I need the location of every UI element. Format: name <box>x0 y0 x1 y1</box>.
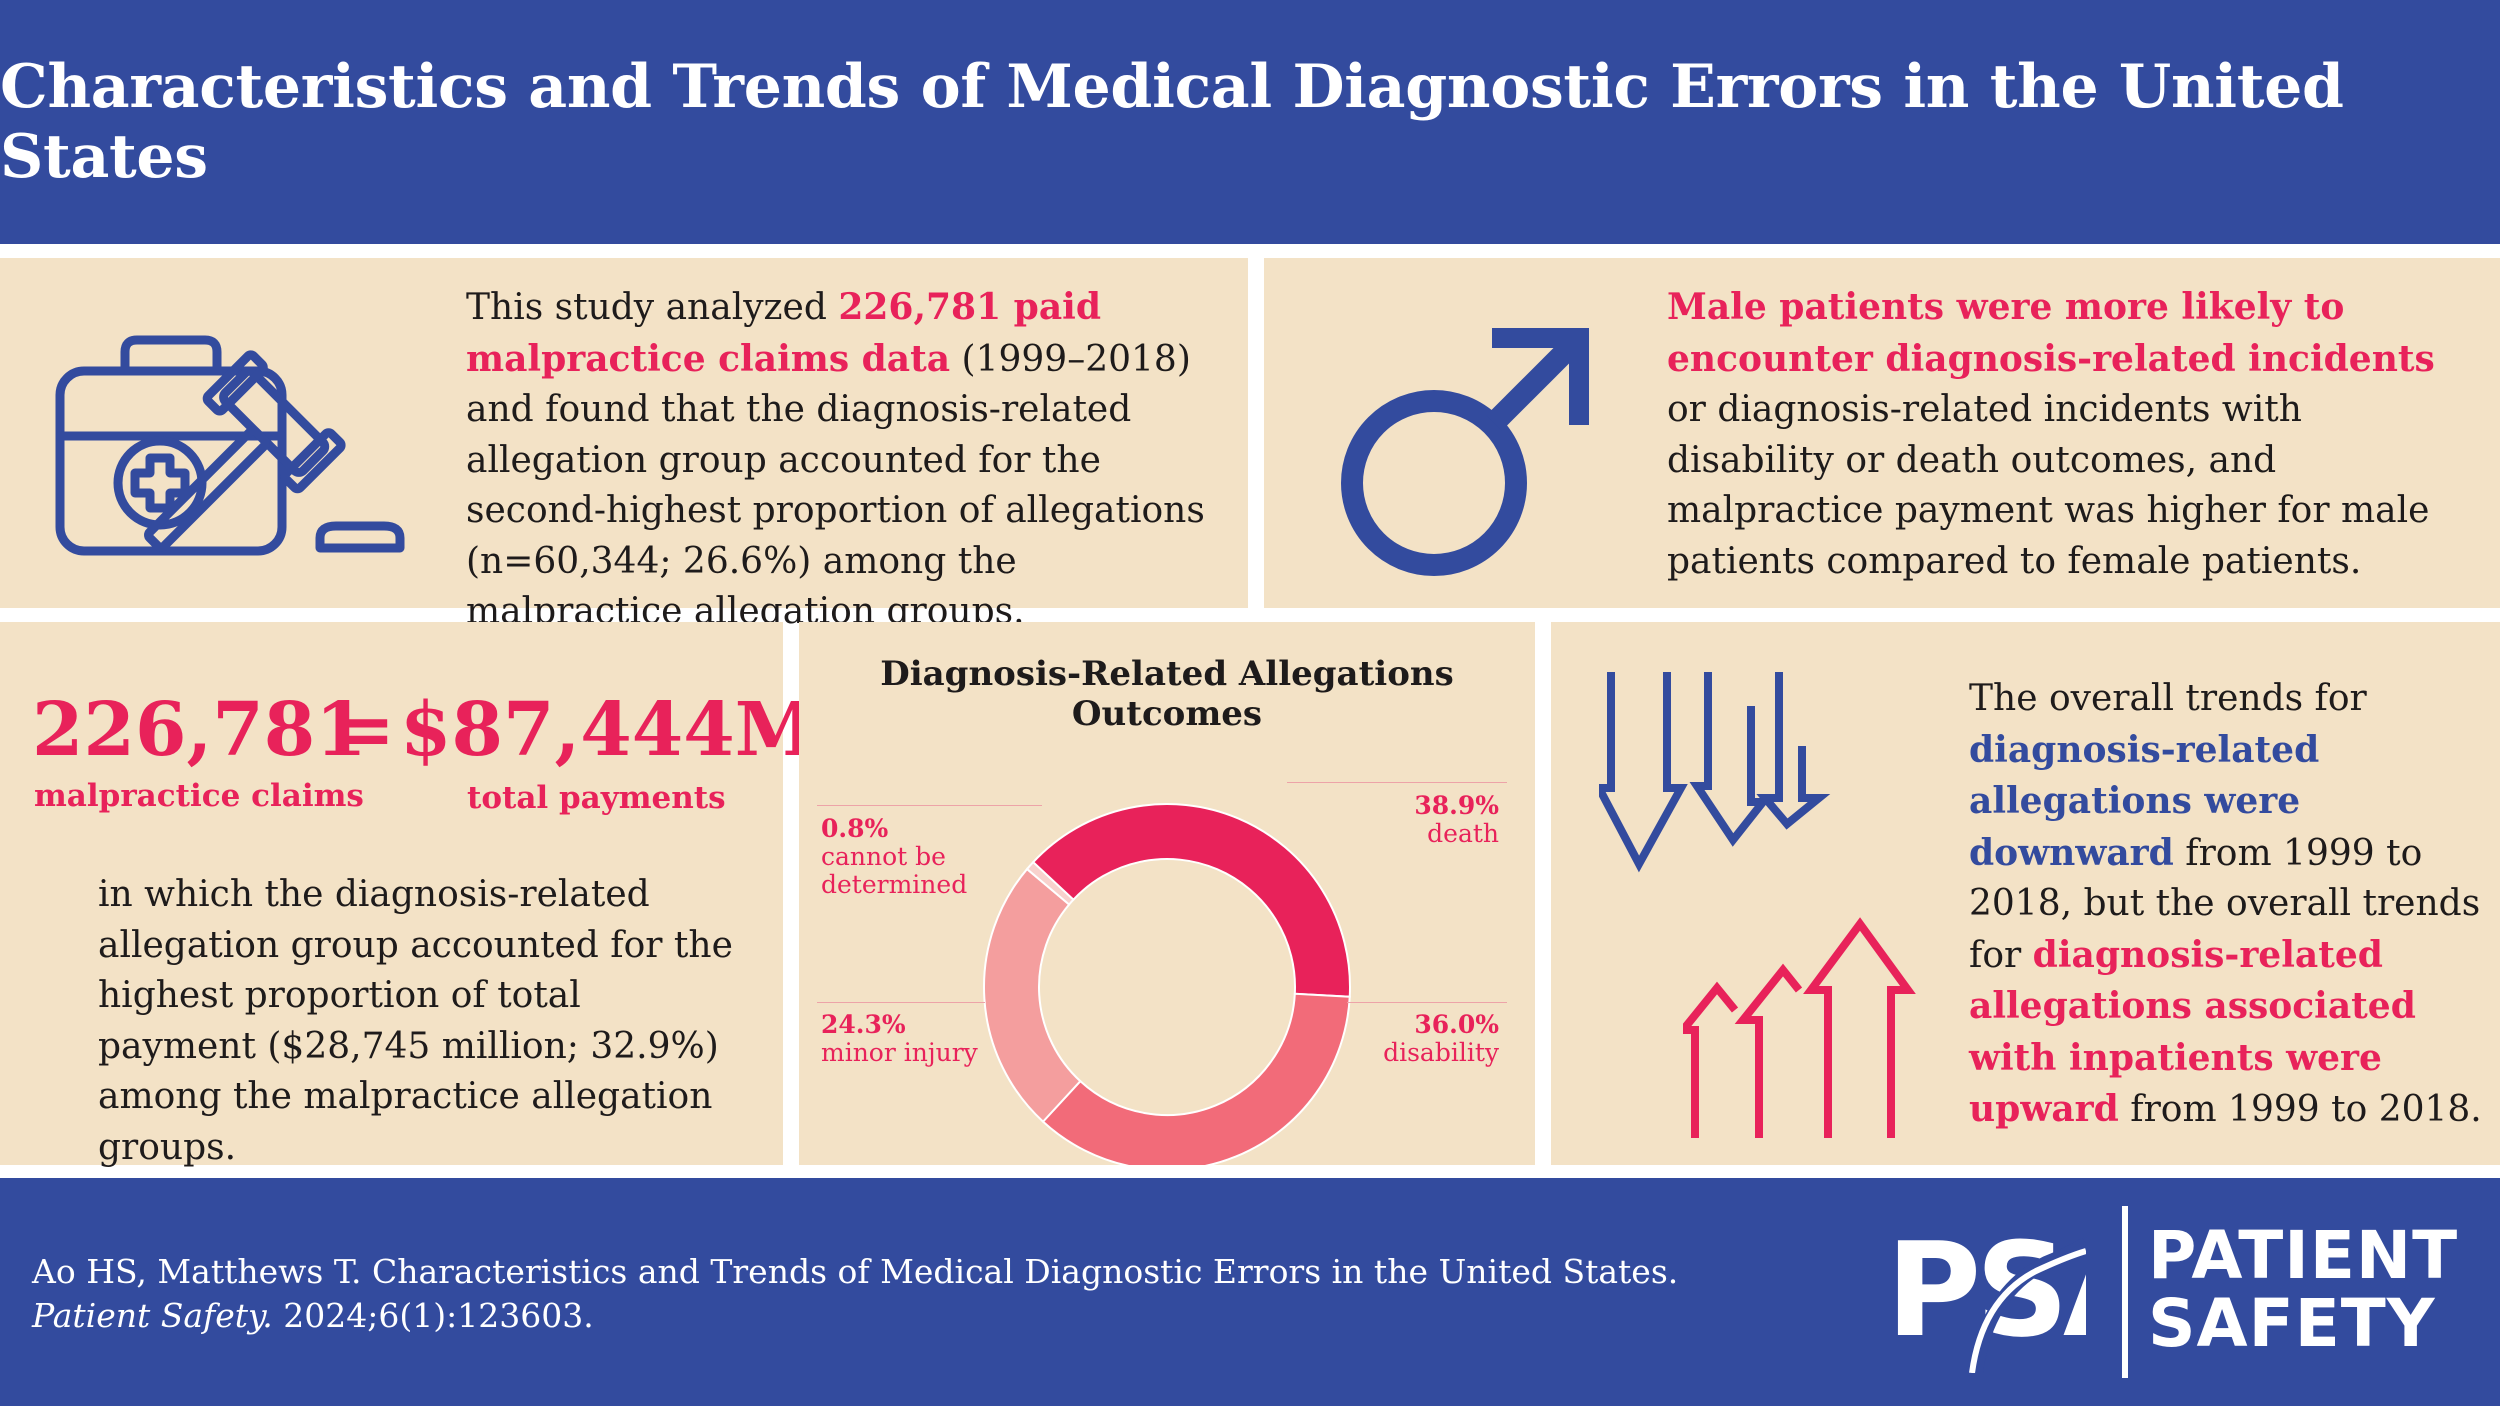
trends-text: The overall trends for diagnosis-related… <box>1969 678 2482 1131</box>
donut-slice-minor-injury <box>983 867 1082 1124</box>
up-arrows-icon <box>1683 917 1916 1138</box>
payments-body-text: in which the diagnosis-related allegatio… <box>98 874 733 1168</box>
chart-title: Diagnosis-Related Allegations Outcomes <box>880 654 1454 734</box>
leader-line-minor-injury <box>817 1002 985 1003</box>
panel-outcomes-chart: Diagnosis-Related Allegations Outcomes 3… <box>799 622 1535 1165</box>
logo-wordmark: PATIENT SAFETY <box>2148 1217 2459 1362</box>
panel-claims-summary: This study analyzed 226,781 paid malprac… <box>0 258 1248 632</box>
medical-kit-gavel-icon <box>55 335 405 556</box>
slice-label-minor-injury: 24.3% minor injury <box>821 1010 978 1067</box>
outcomes-donut-chart <box>983 803 1351 1165</box>
donut-slice-death <box>1031 803 1351 998</box>
equals-sign: = <box>333 687 396 773</box>
donut-slice-cannot-be-determined <box>1025 860 1075 906</box>
slice-label-disability: 36.0% disability <box>1383 1010 1499 1067</box>
psa-logo-mark: PSA <box>1886 1214 2086 1373</box>
male-patients-text: Male patients were more likely to encoun… <box>1667 286 2435 582</box>
down-arrows-icon <box>1599 672 1831 873</box>
header-band <box>0 0 2500 244</box>
slice-label-death: 38.9% death <box>1414 791 1499 848</box>
leader-line-disability <box>1347 1002 1507 1003</box>
donut-slice-disability <box>1041 992 1351 1165</box>
total-payments-value: $87,444M <box>400 687 817 773</box>
panel-trends: The overall trends for diagnosis-related… <box>1551 622 2500 1165</box>
male-highlight: Male patients were more likely to encoun… <box>1667 286 2435 380</box>
slice-label-cannot-be-determined: 0.8% cannot be determined <box>821 814 968 899</box>
male-symbol-icon <box>1341 328 1589 576</box>
claims-label: malpractice claims <box>34 778 364 814</box>
leader-line-cannot-be-determined <box>817 805 1042 806</box>
logo-divider <box>2122 1206 2128 1378</box>
page-title: Characteristics and Trends of Medical Di… <box>0 52 2344 192</box>
claims-highlight: 226,781 paid malpractice claims data <box>466 286 1102 380</box>
claims-summary-text: This study analyzed 226,781 paid malprac… <box>466 286 1205 632</box>
downward-highlight: diagnosis-related allegations were downw… <box>1969 728 2320 874</box>
panel-male-patients: Male patients were more likely to encoun… <box>1264 258 2500 608</box>
claims-count: 226,781 <box>32 687 367 773</box>
panel-payments: 226,781 = $87,444M malpractice claims to… <box>0 622 817 1168</box>
journal-name: Patient Safety. <box>32 1296 273 1335</box>
payments-label: total payments <box>467 780 726 816</box>
upward-highlight: diagnosis-related allegations associated… <box>1969 933 2416 1131</box>
leader-line-death <box>1287 782 1507 783</box>
citation: Ao HS, Matthews T. Characteristics and T… <box>32 1252 1679 1335</box>
footer-band <box>0 1178 2500 1406</box>
